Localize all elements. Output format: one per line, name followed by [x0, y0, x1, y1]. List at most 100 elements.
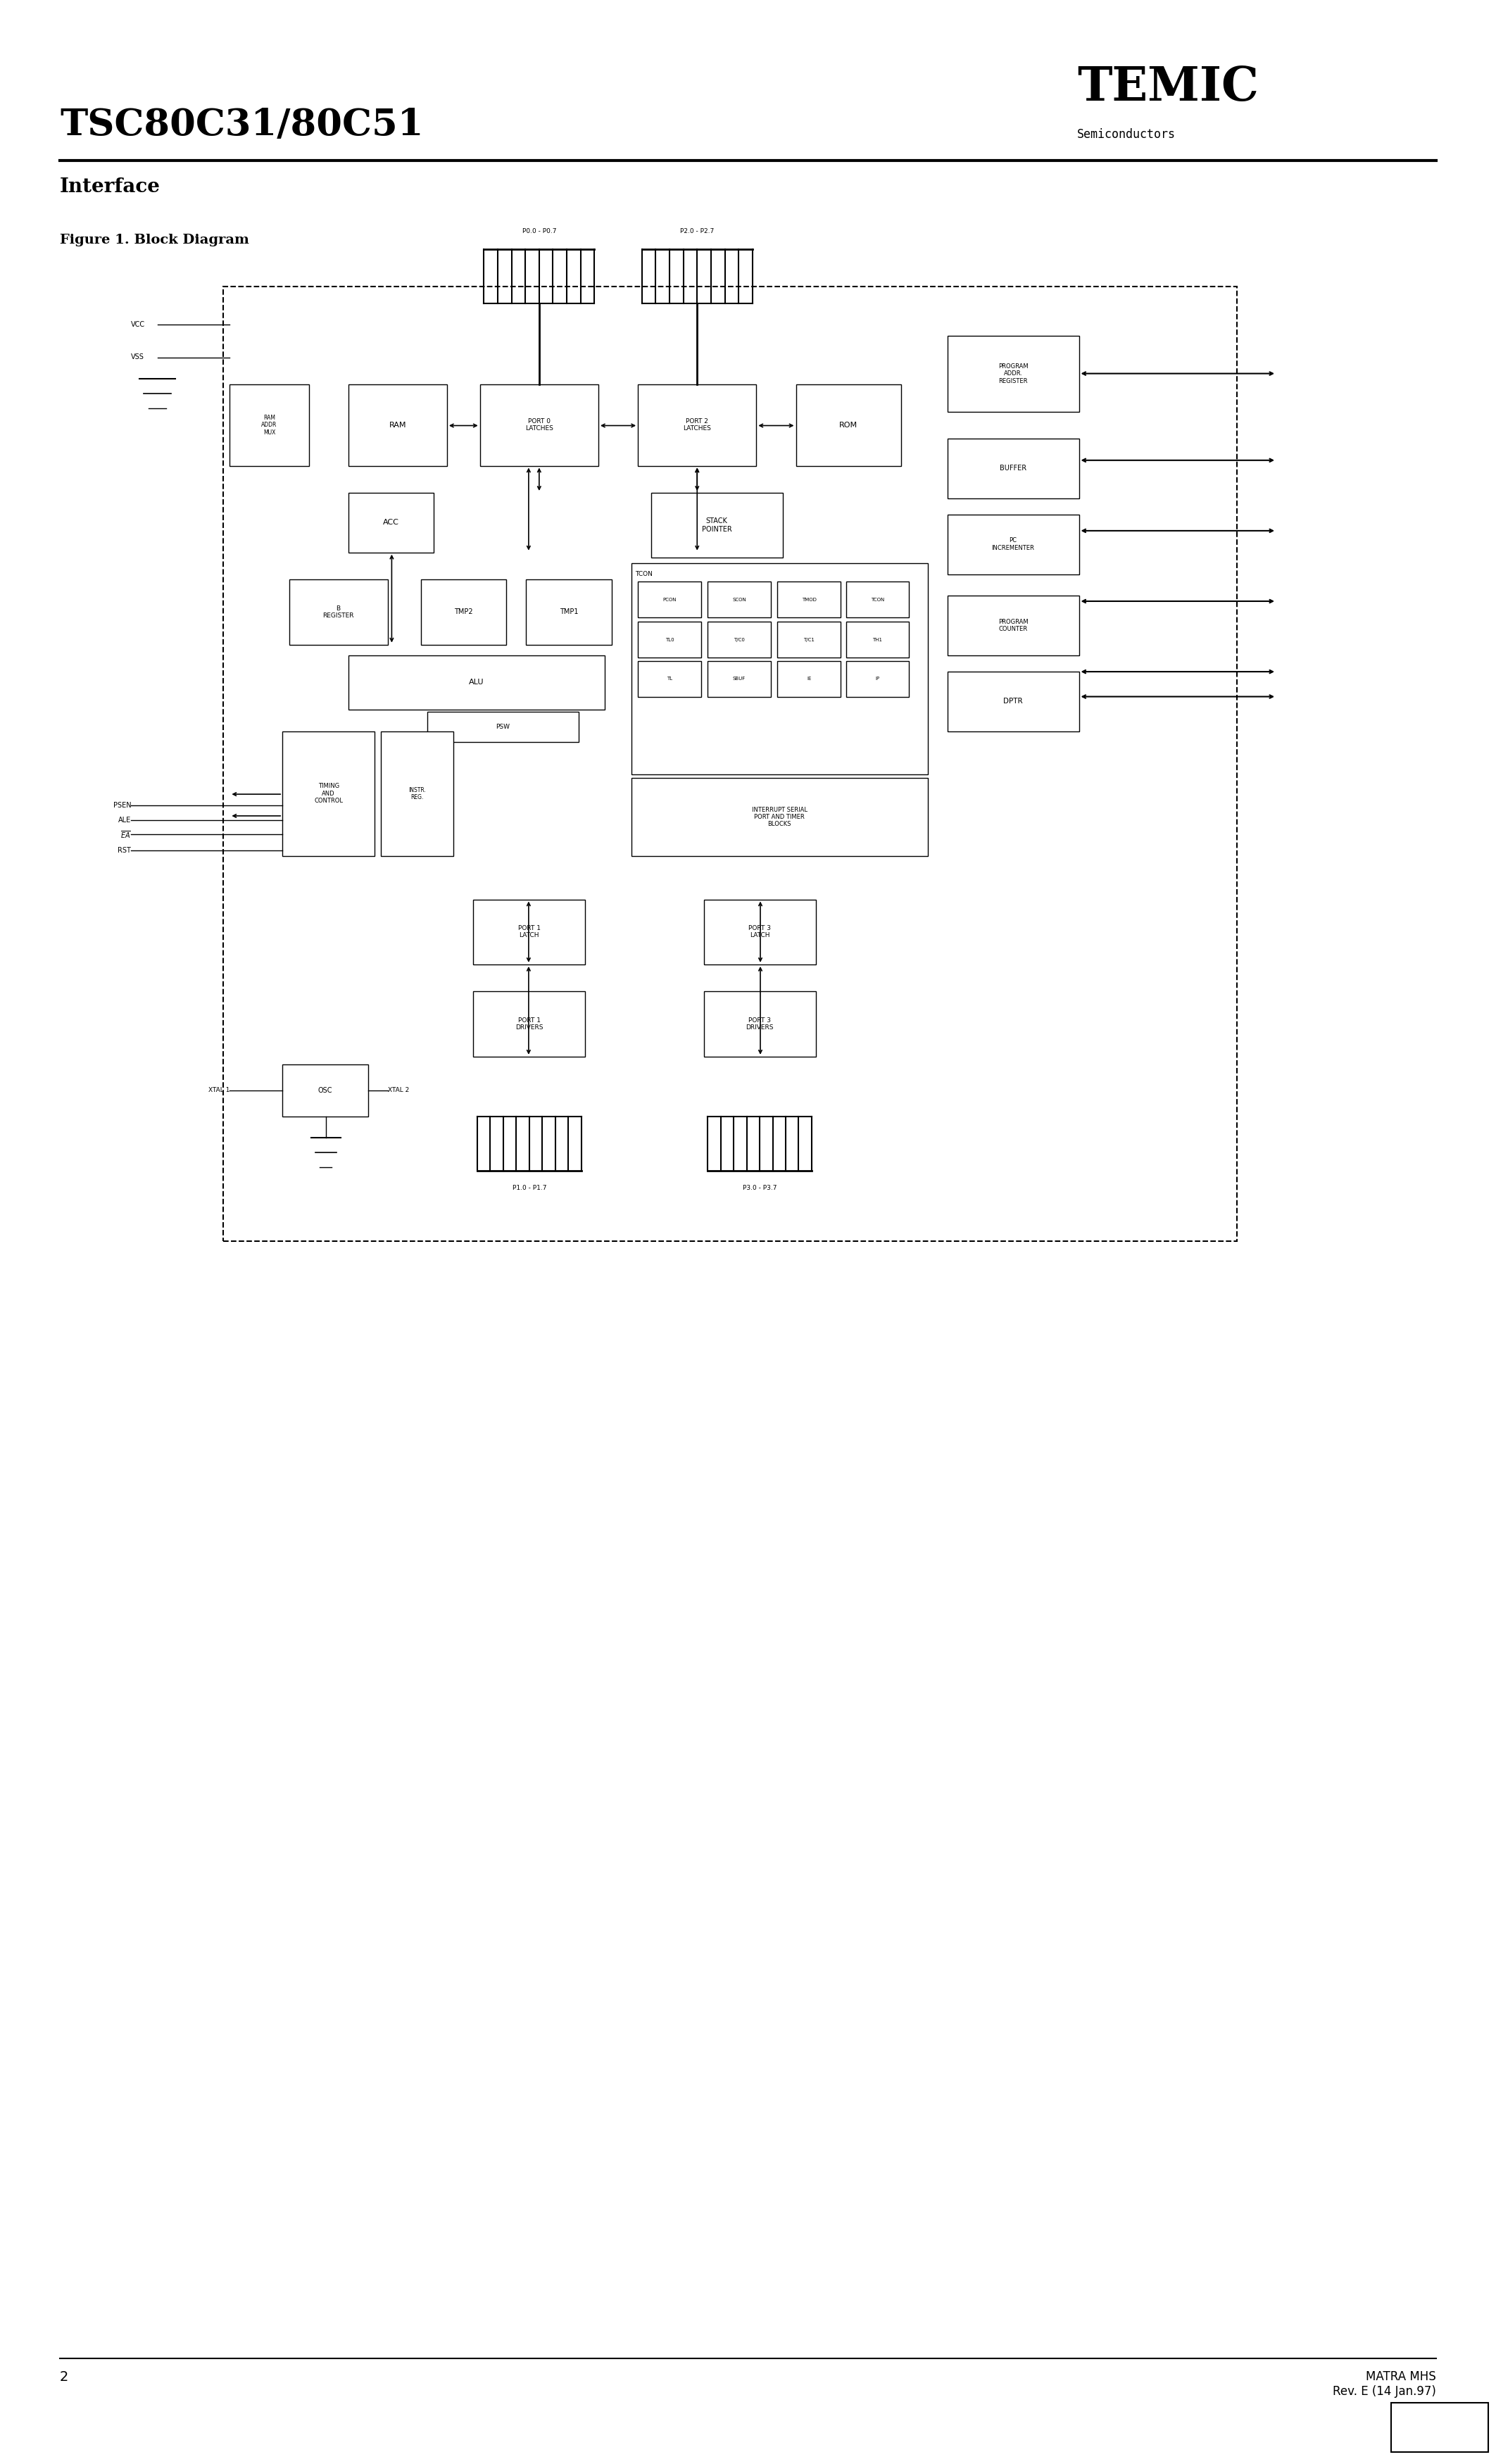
Bar: [283, 732, 374, 855]
Bar: [778, 582, 841, 618]
Bar: [349, 655, 604, 710]
Text: SCON: SCON: [733, 596, 747, 601]
Text: PCON: PCON: [663, 596, 676, 601]
Text: PSW: PSW: [495, 724, 510, 729]
Text: ROM: ROM: [839, 421, 857, 429]
FancyArrowPatch shape: [1083, 670, 1273, 673]
Text: RAM: RAM: [389, 421, 407, 429]
Text: $\overline{EA}$: $\overline{EA}$: [121, 828, 132, 840]
Text: ALE: ALE: [118, 816, 132, 823]
Text: TIMING
AND
CONTROL: TIMING AND CONTROL: [314, 784, 343, 803]
Bar: [527, 579, 612, 646]
FancyArrowPatch shape: [1083, 695, 1273, 697]
Text: TCON: TCON: [871, 596, 884, 601]
Bar: [947, 439, 1079, 498]
Bar: [631, 779, 928, 855]
Bar: [480, 384, 598, 466]
Text: XTAL 2: XTAL 2: [387, 1087, 408, 1094]
Bar: [708, 582, 770, 618]
Bar: [349, 384, 447, 466]
Text: P0.0 - P0.7: P0.0 - P0.7: [522, 229, 557, 234]
Bar: [947, 596, 1079, 655]
Text: INSTR.
REG.: INSTR. REG.: [408, 786, 426, 801]
Text: STACK
POINTER: STACK POINTER: [702, 517, 732, 532]
FancyArrowPatch shape: [1083, 372, 1273, 375]
FancyArrowPatch shape: [527, 968, 530, 1052]
Bar: [420, 579, 506, 646]
Text: P1.0 - P1.7: P1.0 - P1.7: [512, 1185, 546, 1190]
FancyArrowPatch shape: [233, 793, 280, 796]
Text: PORT 1
DRIVERS: PORT 1 DRIVERS: [516, 1018, 543, 1030]
Text: Figure 1. Block Diagram: Figure 1. Block Diagram: [60, 234, 250, 246]
Bar: [778, 660, 841, 697]
Bar: [289, 579, 387, 646]
Text: PSEN: PSEN: [114, 801, 132, 808]
Bar: [708, 621, 770, 658]
Text: ACC: ACC: [383, 520, 399, 527]
Text: IP: IP: [875, 678, 880, 680]
Bar: [631, 564, 928, 774]
FancyArrowPatch shape: [527, 902, 530, 961]
Text: DPTR: DPTR: [1004, 697, 1023, 705]
Bar: [947, 673, 1079, 732]
Text: TL0: TL0: [666, 638, 673, 641]
Text: RAM
ADDR
MUX: RAM ADDR MUX: [262, 414, 277, 436]
Text: P2.0 - P2.7: P2.0 - P2.7: [681, 229, 714, 234]
Bar: [230, 384, 308, 466]
Text: 2: 2: [60, 2370, 69, 2383]
Bar: [703, 991, 815, 1057]
FancyArrowPatch shape: [758, 968, 761, 1052]
Text: PORT 3
LATCH: PORT 3 LATCH: [748, 924, 770, 939]
Text: TH1: TH1: [872, 638, 883, 641]
Text: PROGRAM
COUNTER: PROGRAM COUNTER: [998, 618, 1028, 633]
Text: Interface: Interface: [60, 177, 160, 197]
Text: MATRA MHS
Rev. E (14 Jan.97): MATRA MHS Rev. E (14 Jan.97): [1333, 2370, 1436, 2397]
Text: TL: TL: [667, 678, 672, 680]
Text: TCON: TCON: [636, 572, 652, 577]
Text: PORT 2
LATCHES: PORT 2 LATCHES: [684, 419, 711, 431]
FancyArrowPatch shape: [758, 902, 761, 961]
Text: BUFFER: BUFFER: [999, 466, 1026, 473]
Text: TMP1: TMP1: [560, 609, 577, 616]
FancyArrowPatch shape: [696, 468, 699, 490]
Bar: [381, 732, 453, 855]
FancyArrowPatch shape: [760, 424, 793, 426]
FancyArrowPatch shape: [527, 468, 530, 549]
Text: RST: RST: [118, 848, 132, 855]
Text: VCC: VCC: [132, 320, 145, 328]
Bar: [428, 712, 579, 742]
Bar: [637, 384, 757, 466]
Bar: [637, 582, 702, 618]
Text: B
REGISTER: B REGISTER: [323, 606, 355, 618]
Text: T/C0: T/C0: [733, 638, 745, 641]
Text: SBUF: SBUF: [733, 678, 745, 680]
Text: XTAL 1: XTAL 1: [208, 1087, 230, 1094]
FancyArrowPatch shape: [696, 468, 699, 549]
Text: IE: IE: [806, 678, 811, 680]
Bar: [703, 899, 815, 963]
Bar: [947, 515, 1079, 574]
FancyArrowPatch shape: [233, 813, 280, 818]
Text: PORT 3
DRIVERS: PORT 3 DRIVERS: [747, 1018, 773, 1030]
FancyArrowPatch shape: [1083, 599, 1273, 604]
Text: Semiconductors: Semiconductors: [1077, 128, 1176, 140]
FancyArrowPatch shape: [537, 468, 540, 490]
Bar: [349, 493, 434, 552]
Text: TMOD: TMOD: [802, 596, 817, 601]
Bar: [778, 621, 841, 658]
Text: TMP2: TMP2: [455, 609, 473, 616]
FancyArrowPatch shape: [450, 424, 477, 426]
Bar: [796, 384, 901, 466]
Bar: [637, 660, 702, 697]
Text: PC
INCREMENTER: PC INCREMENTER: [992, 537, 1035, 552]
Bar: [1391, 2402, 1489, 2452]
Bar: [223, 286, 1237, 1242]
FancyArrowPatch shape: [1083, 458, 1273, 461]
Text: OSC: OSC: [319, 1087, 332, 1094]
Bar: [845, 582, 910, 618]
Text: INTERRUPT SERIAL
PORT AND TIMER
BLOCKS: INTERRUPT SERIAL PORT AND TIMER BLOCKS: [751, 806, 808, 828]
Bar: [845, 621, 910, 658]
FancyArrowPatch shape: [1083, 530, 1273, 532]
Text: ALU: ALU: [470, 680, 485, 685]
Text: P3.0 - P3.7: P3.0 - P3.7: [742, 1185, 776, 1190]
